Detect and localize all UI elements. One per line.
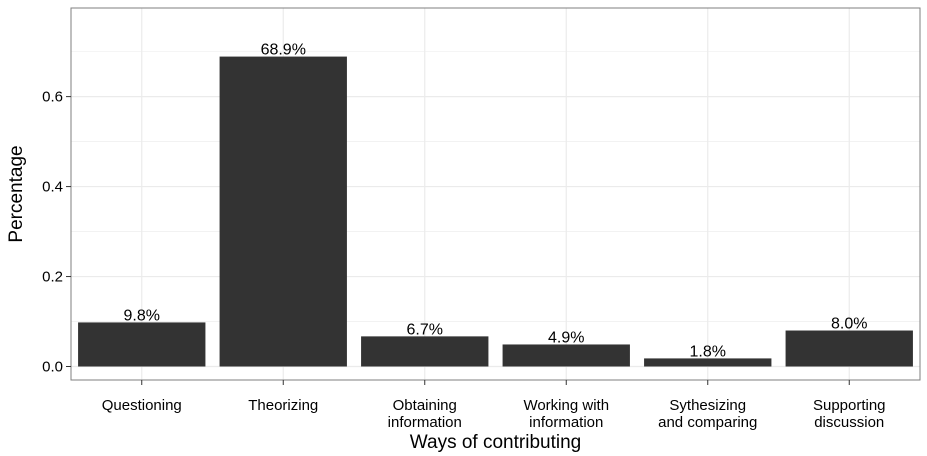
x-tick-label: Theorizing <box>248 397 318 414</box>
bar <box>78 322 206 367</box>
y-tick-label: 0.6 <box>42 89 63 106</box>
x-tick-label: Supporting discussion <box>813 397 886 431</box>
bar-data-label: 68.9% <box>261 42 306 59</box>
bar <box>785 330 913 367</box>
x-axis: Questioning Theorizing Obtaining informatio… <box>102 380 886 431</box>
y-axis-title: Percentage <box>6 145 27 242</box>
bar <box>219 56 347 367</box>
bar <box>502 344 630 367</box>
bar-data-label: 9.8% <box>124 307 160 324</box>
bar-data-label: 4.9% <box>548 329 584 346</box>
grid-lines <box>71 8 920 380</box>
bar <box>361 336 489 367</box>
bar-data-label: 1.8% <box>690 343 726 360</box>
x-tick-label: Sythesizing and comparing <box>658 397 757 431</box>
x-tick-label: Questioning <box>102 397 182 414</box>
x-tick-label: Obtaining information <box>388 397 462 431</box>
y-tick-label: 0.0 <box>42 359 63 376</box>
y-axis: 0.0 0.2 0.4 0.6 <box>42 89 71 376</box>
data-labels: 9.8% 68.9% 6.7% 4.9% 1.8% 8.0% <box>124 42 868 361</box>
bar-data-label: 6.7% <box>407 321 443 338</box>
bar <box>644 358 772 367</box>
x-axis-title: Ways of contributing <box>410 432 581 453</box>
x-tick-label: Working with information <box>523 397 609 431</box>
plot-panel-border <box>70 7 921 381</box>
y-tick-label: 0.2 <box>42 269 63 286</box>
y-tick-label: 0.4 <box>42 179 63 196</box>
bar-data-label: 8.0% <box>831 316 867 333</box>
bars <box>78 56 913 367</box>
